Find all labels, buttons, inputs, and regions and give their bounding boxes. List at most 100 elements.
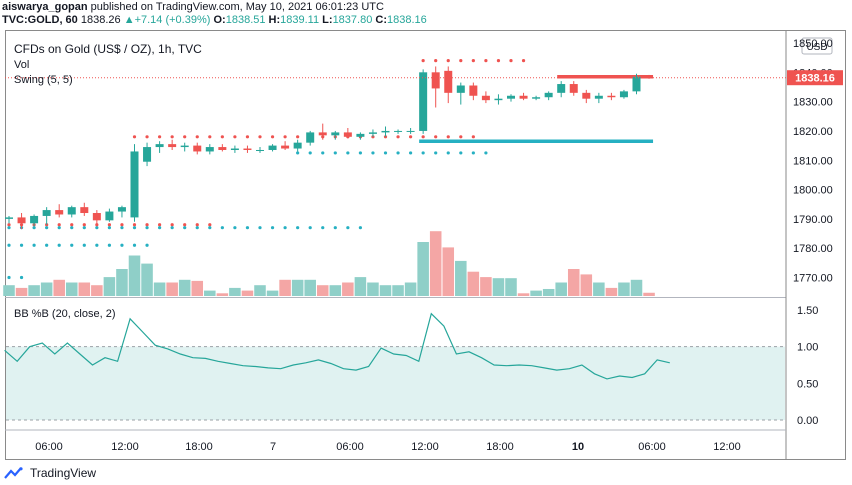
- tradingview-brand: TradingView: [30, 466, 97, 480]
- swing-dot: [183, 226, 187, 230]
- price-tick: 1790.00: [793, 214, 833, 226]
- swing-dot: [208, 223, 212, 227]
- legend-vol[interactable]: Vol: [14, 59, 30, 71]
- swing-dot: [45, 243, 49, 247]
- volume-bar: [354, 277, 367, 296]
- candle-body: [507, 95, 515, 99]
- candle-body: [394, 130, 403, 132]
- price-tick: 1820.00: [793, 126, 833, 138]
- swing-dot: [446, 135, 450, 139]
- time-tick: 06:00: [638, 441, 666, 453]
- swing-dot: [57, 243, 61, 247]
- volume-bar: [429, 231, 442, 296]
- price-tick: 1830.00: [793, 97, 833, 109]
- time-tick: 18:00: [486, 441, 514, 453]
- candle-body: [632, 76, 641, 92]
- candle-body: [469, 85, 478, 96]
- symbol-info: TVC:GOLD, 60 1838.26 ▲+7.14 (+0.39%) O:1…: [2, 13, 427, 27]
- swing-dot: [57, 226, 61, 230]
- legend-swing[interactable]: Swing (5, 5): [14, 74, 73, 86]
- swing-dot: [270, 226, 275, 230]
- swing-dot: [220, 226, 224, 230]
- swing-dot: [358, 226, 362, 230]
- pane-divider[interactable]: [5, 297, 786, 298]
- volume-bar: [329, 285, 342, 296]
- swing-dot: [7, 243, 11, 247]
- volume-bar: [229, 287, 241, 296]
- swing-dot: [195, 135, 199, 139]
- swing-dot: [70, 226, 74, 230]
- swing-dot: [19, 275, 24, 280]
- volume-bar: [417, 242, 429, 296]
- volume-bar: [304, 279, 316, 296]
- author-name[interactable]: aiswarya_gopan: [2, 1, 88, 13]
- swing-dot: [258, 226, 262, 230]
- volume-bar: [367, 282, 379, 296]
- swing-dot: [396, 151, 400, 155]
- tradingview-logo[interactable]: TradingView: [4, 466, 96, 480]
- swing-dot: [308, 226, 312, 230]
- volume-bar: [141, 263, 153, 296]
- volume-bar: [643, 292, 655, 296]
- price-tick: 1810.00: [793, 155, 833, 167]
- candle-body: [155, 144, 164, 148]
- swing-dot: [434, 58, 438, 63]
- swing-dot: [7, 223, 11, 227]
- volume-bar: [3, 285, 15, 296]
- price-tick: 1770.00: [793, 273, 833, 285]
- swing-dot: [208, 135, 212, 139]
- time-tick-day: 10: [572, 441, 584, 453]
- volume-bar: [153, 282, 166, 296]
- swing-dot: [346, 151, 350, 155]
- candle-body: [117, 207, 126, 212]
- swing-dot: [421, 151, 425, 155]
- candle-body: [17, 217, 26, 224]
- candle-body: [5, 217, 13, 219]
- swing-dot: [296, 226, 300, 230]
- swing-dot: [7, 275, 11, 280]
- swing-dot: [208, 226, 212, 230]
- price-axis[interactable]: USD 1850.00 1840.00 1830.00 1820.00 1810…: [787, 37, 843, 285]
- swing-dot: [32, 226, 36, 230]
- volume-bar: [279, 279, 291, 296]
- legend-bb[interactable]: BB %B (20, close, 2): [14, 308, 116, 320]
- swing-dot: [421, 135, 425, 139]
- volume-bar: [618, 282, 630, 296]
- low-value: 1837.80: [332, 14, 373, 26]
- swing-dot: [471, 151, 475, 155]
- chart-title[interactable]: CFDs on Gold (US$ / OZ), 1h, TVC: [14, 42, 202, 56]
- swing-dot: [82, 243, 86, 247]
- candle-body: [143, 147, 152, 162]
- volume-bar: [216, 293, 229, 296]
- publish-text: published on TradingView.com, May 10, 20…: [87, 1, 384, 13]
- swing-dot: [333, 151, 337, 155]
- time-axis[interactable]: 06:00 12:00 18:00 7 06:00 12:00 18:00 10…: [35, 441, 741, 453]
- swing-dot: [434, 135, 438, 139]
- volume-bar: [404, 282, 417, 296]
- swing-dot: [321, 226, 325, 230]
- swing-dot: [521, 58, 526, 63]
- candle-body: [456, 85, 465, 93]
- volume-bar: [28, 285, 40, 296]
- open-label: O:: [213, 14, 226, 26]
- volume-bar: [580, 274, 593, 296]
- candle-body: [281, 145, 290, 149]
- swing-dot: [145, 243, 149, 247]
- swing-dot: [270, 135, 275, 139]
- candle-body: [130, 151, 139, 218]
- swing-dot: [132, 135, 137, 139]
- volume-bar: [467, 271, 480, 296]
- swing-dot: [283, 135, 287, 139]
- candle-body: [205, 147, 214, 152]
- volume-bar: [630, 279, 643, 296]
- candle-body: [481, 95, 490, 101]
- symbol: TVC:GOLD, 60: [2, 14, 78, 26]
- currency-label: USD: [806, 42, 827, 53]
- swing-dot: [45, 226, 49, 230]
- volume-bar: [555, 282, 567, 296]
- candle-body: [619, 91, 628, 98]
- swing-dot: [245, 135, 250, 139]
- currency-box[interactable]: [801, 37, 833, 55]
- indicator-axis[interactable]: 1.50 1.00 0.50 0.00: [797, 305, 818, 427]
